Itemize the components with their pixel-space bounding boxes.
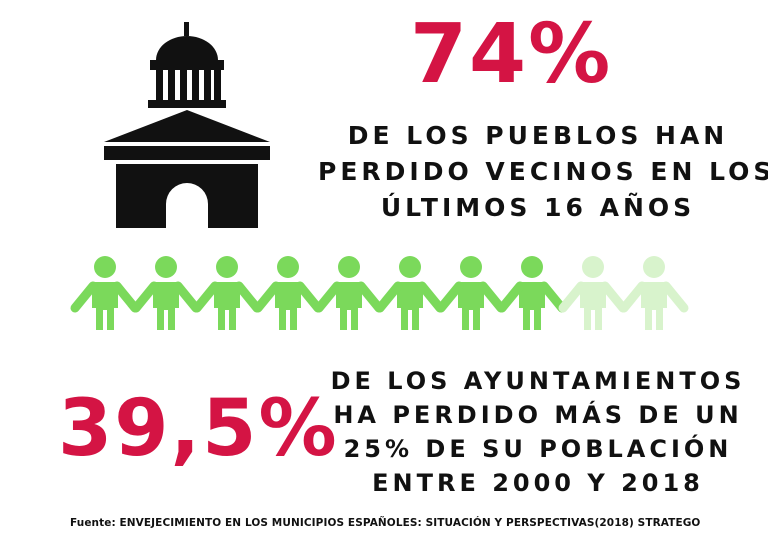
stat1-line: DE LOS PUEBLOS HAN <box>347 121 729 150</box>
stat1-description: DE LOS PUEBLOS HAN PERDIDO VECINOS EN LO… <box>318 118 768 226</box>
stat2-line: HA PERDIDO MÁS DE UN <box>333 401 743 429</box>
town-hall-icon <box>104 22 270 228</box>
source-note: Fuente: ENVEJECIMIENTO EN LOS MUNICIPIOS… <box>70 517 701 529</box>
person-icon <box>314 256 384 330</box>
stat1-line: ÚLTIMOS 16 AÑOS <box>380 193 696 222</box>
person-icon <box>375 256 445 330</box>
stat2-line: ENTRE 2000 Y 2018 <box>372 469 704 497</box>
person-icon <box>436 256 506 330</box>
person-icon <box>558 256 628 330</box>
person-icon <box>70 256 140 330</box>
person-icon <box>619 256 689 330</box>
person-icon <box>497 256 567 330</box>
stat2-line: 25% DE SU POBLACIÓN <box>343 435 733 463</box>
person-icon <box>131 256 201 330</box>
people-chain <box>70 256 689 330</box>
stat1-line: PERDIDO VECINOS EN LOS <box>318 157 768 186</box>
person-icon <box>192 256 262 330</box>
stat1-percentage: 74% <box>410 7 613 102</box>
person-icon <box>253 256 323 330</box>
stat2-percentage: 39,5% <box>58 384 339 474</box>
stat2-line: DE LOS AYUNTAMIENTOS <box>330 367 746 395</box>
stat2-description: DE LOS AYUNTAMIENTOS HA PERDIDO MÁS DE U… <box>328 364 748 500</box>
